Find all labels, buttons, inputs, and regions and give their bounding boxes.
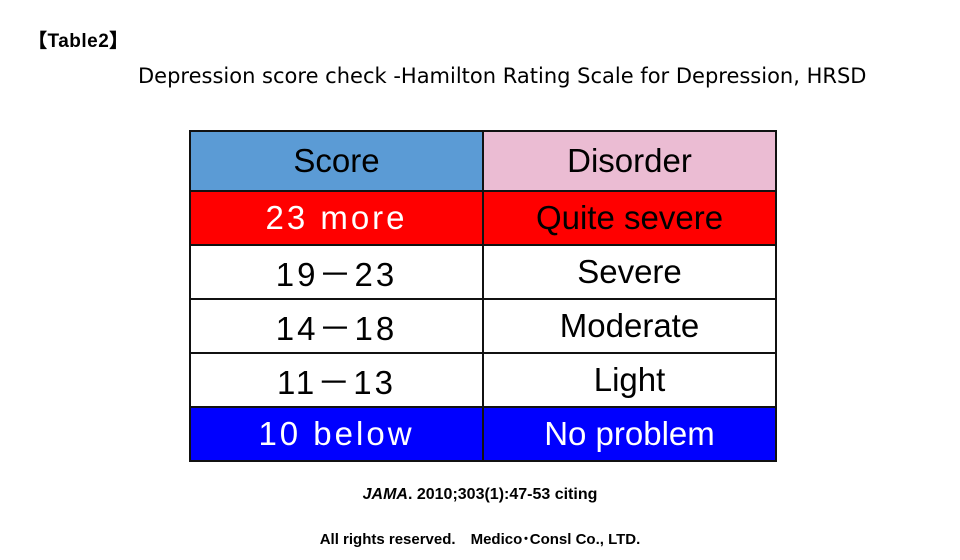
page-subtitle: Depression score check -Hamilton Rating … xyxy=(138,64,867,88)
table-row: 23 more Quite severe xyxy=(189,190,777,246)
disorder-cell: Light xyxy=(482,352,777,408)
table-row: 10 below No problem xyxy=(189,406,777,462)
copyright-notice: All rights reserved. Medico･Consl Co., L… xyxy=(319,531,641,548)
disorder-cell: Quite severe xyxy=(482,190,777,246)
header-score-cell: Score xyxy=(189,130,484,192)
score-cell: 11－13 xyxy=(189,352,484,408)
table-row: 14－18 Moderate xyxy=(189,298,777,354)
table-row: 11－13 Light xyxy=(189,352,777,408)
table-row: 19－23 Severe xyxy=(189,244,777,300)
table-header-row: Score Disorder xyxy=(189,130,777,192)
score-cell: 14－18 xyxy=(189,298,484,354)
header-disorder-cell: Disorder xyxy=(482,130,777,192)
score-cell: 23 more xyxy=(189,190,484,246)
score-cell: 19－23 xyxy=(189,244,484,300)
citation-journal: JAMA xyxy=(362,486,408,503)
disorder-cell: Severe xyxy=(482,244,777,300)
table-label: 【Table2】 xyxy=(28,31,129,52)
citation: JAMA. 2010;303(1):47-53 citing xyxy=(0,486,960,504)
disorder-cell: Moderate xyxy=(482,298,777,354)
citation-details: . 2010;303(1):47-53 citing xyxy=(407,486,598,503)
score-cell: 10 below xyxy=(189,406,484,462)
hamilton-score-table: Score Disorder 23 more Quite severe 19－2… xyxy=(189,130,777,462)
disorder-cell: No problem xyxy=(482,406,777,462)
